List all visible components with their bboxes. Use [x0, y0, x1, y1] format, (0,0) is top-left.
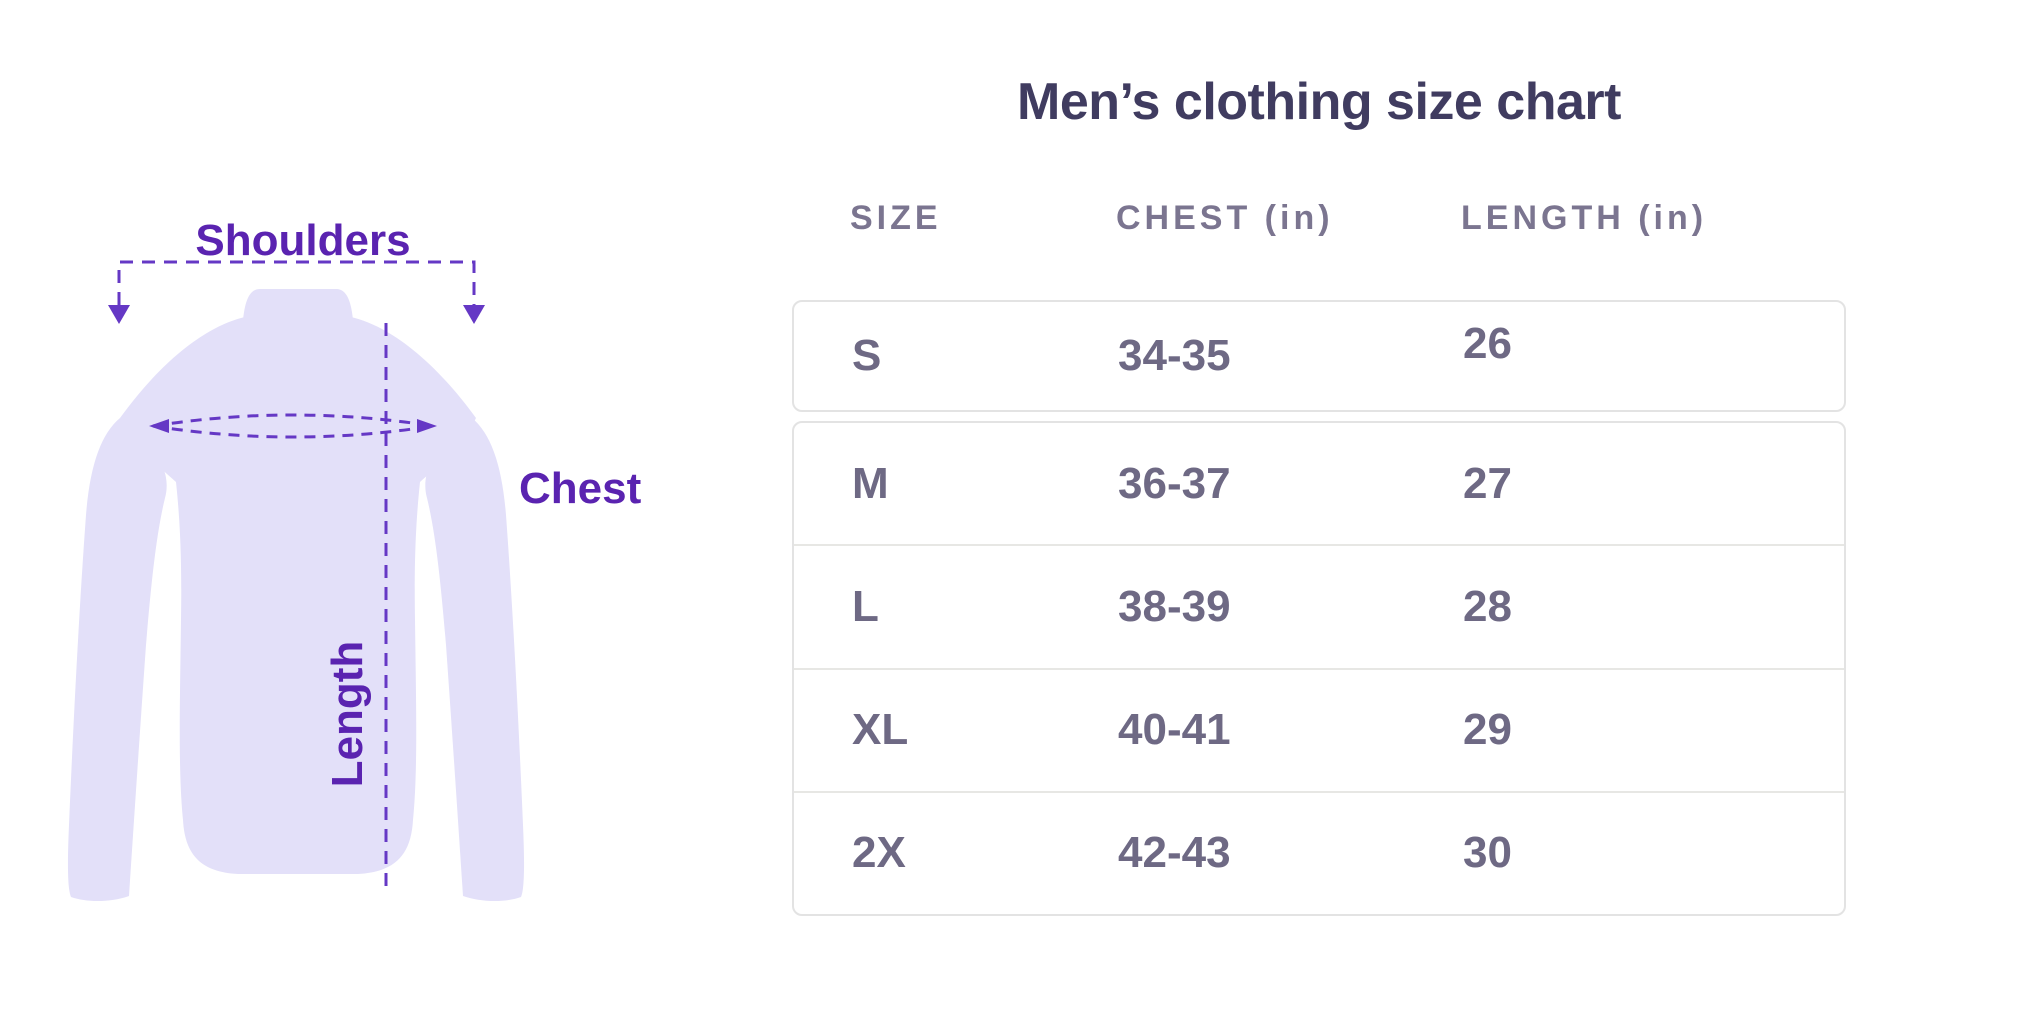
- shoulders-arrow-left: [108, 305, 130, 324]
- length-value: 27: [1463, 458, 1512, 508]
- shirt-left-sleeve: [67, 418, 167, 902]
- chest-value: 38-39: [1118, 581, 1231, 631]
- page-title: Men’s clothing size chart: [1017, 73, 1621, 131]
- table-row: XL 40-41 29: [794, 670, 1844, 793]
- shoulders-arrow-right: [463, 305, 485, 324]
- size-card-m-to-2x: M 36-37 27 L 38-39 28 XL 40-41 29 2X 42-…: [792, 421, 1846, 916]
- table-row: S 34-35 26: [794, 302, 1844, 410]
- chest-arrow-right: [417, 419, 437, 433]
- chest-measure-ellipse-top: [152, 413, 434, 428]
- chest-value: 40-41: [1118, 705, 1231, 755]
- size-value: L: [852, 581, 879, 631]
- chest-value: 36-37: [1118, 458, 1231, 508]
- table-row: L 38-39 28: [794, 546, 1844, 670]
- chest-label: Chest: [519, 464, 642, 513]
- table-header-row: SIZE CHEST (in) LENGTH (in): [792, 196, 1846, 240]
- length-label: Length: [323, 640, 372, 788]
- shirt-illustration: [67, 260, 525, 902]
- size-value: XL: [852, 705, 909, 755]
- chest-value: 42-43: [1118, 828, 1231, 878]
- length-value: 30: [1463, 828, 1512, 878]
- chest-measure-ellipse-bottom: [152, 424, 434, 439]
- length-value: 28: [1463, 581, 1512, 631]
- table-row: 2X 42-43 30: [794, 793, 1844, 914]
- col-header-chest: CHEST (in): [1116, 198, 1334, 237]
- length-value: 26: [1463, 319, 1512, 368]
- col-header-size: SIZE: [850, 198, 942, 237]
- chest-value: 34-35: [1118, 331, 1231, 380]
- chest-arrow-left: [149, 419, 169, 433]
- size-value: S: [852, 331, 882, 380]
- size-value: 2X: [852, 828, 906, 878]
- size-value: M: [852, 458, 889, 508]
- shoulders-measure-bracket: [117, 260, 476, 305]
- size-card-s: S 34-35 26: [792, 300, 1846, 412]
- shirt-measurement-diagram: Shoulders Chest Length: [0, 0, 700, 1020]
- shirt-right-sleeve: [425, 418, 525, 902]
- col-header-length: LENGTH (in): [1461, 198, 1708, 237]
- table-row: M 36-37 27: [794, 423, 1844, 547]
- shoulders-label: Shoulders: [195, 216, 411, 265]
- size-chart-panel: Men’s clothing size chart SIZE CHEST (in…: [792, 0, 1846, 1020]
- shirt-body: [120, 316, 476, 874]
- length-value: 29: [1463, 705, 1512, 755]
